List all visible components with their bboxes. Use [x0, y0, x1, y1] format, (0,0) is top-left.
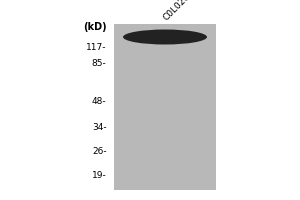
- Ellipse shape: [123, 29, 207, 45]
- Text: 19-: 19-: [92, 171, 106, 180]
- Text: 117-: 117-: [86, 44, 106, 52]
- Text: 85-: 85-: [92, 60, 106, 68]
- Text: 26-: 26-: [92, 146, 106, 156]
- Text: 34-: 34-: [92, 122, 106, 132]
- Text: (kD): (kD): [83, 22, 106, 32]
- Bar: [114, 24, 216, 190]
- Text: C0L0205: C0L0205: [162, 0, 196, 22]
- Text: 48-: 48-: [92, 98, 106, 106]
